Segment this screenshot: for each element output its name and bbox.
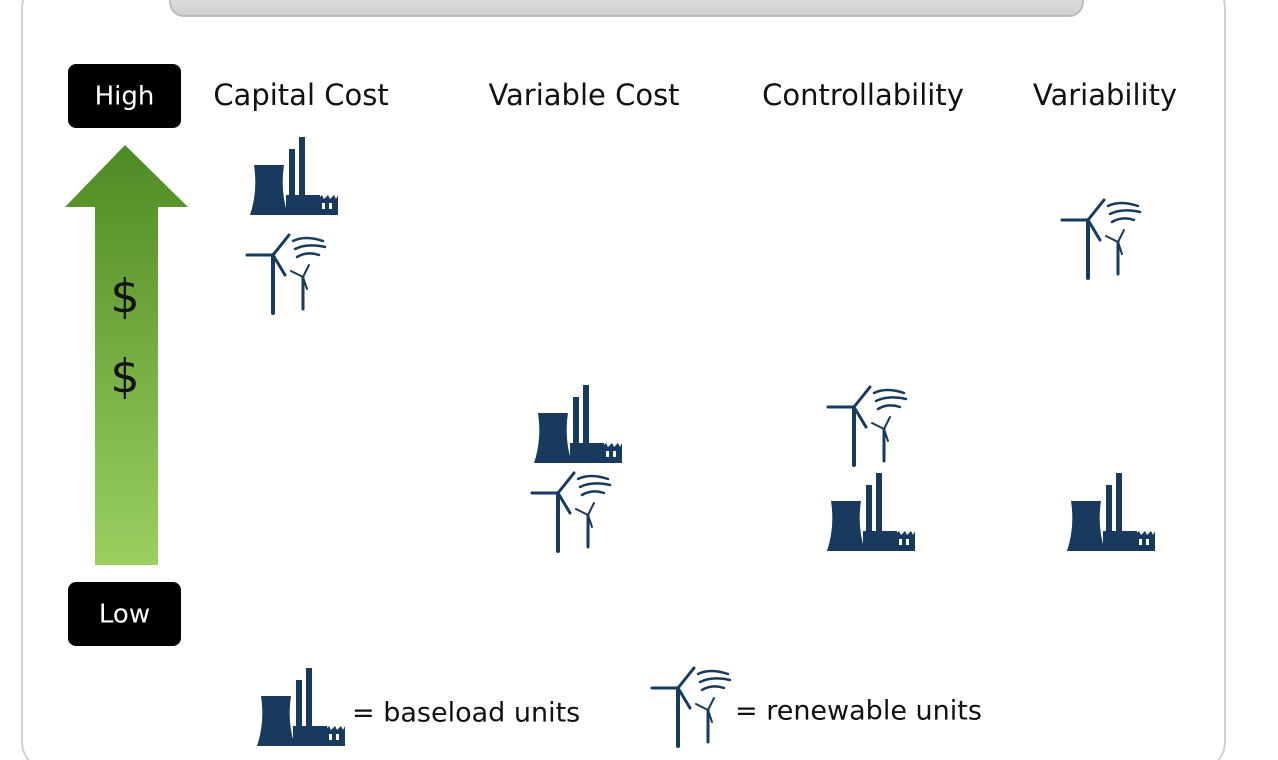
column-header: Variability (1033, 78, 1177, 112)
dollar-sign: $ (110, 270, 139, 324)
column-header: Variable Cost (488, 78, 679, 112)
high-label: High (95, 82, 155, 112)
legend-label: = baseload units (352, 698, 580, 729)
low-box (68, 582, 181, 646)
high-box (68, 64, 181, 128)
scale-arrow (65, 145, 188, 565)
dollar-sign: $ (110, 350, 139, 404)
frame (21, 0, 1226, 760)
low-label: Low (99, 600, 150, 630)
title-bar (169, 0, 1084, 17)
column-header: Controllability (762, 78, 964, 112)
legend-label: = renewable units (735, 696, 982, 727)
column-header: Capital Cost (213, 78, 388, 112)
